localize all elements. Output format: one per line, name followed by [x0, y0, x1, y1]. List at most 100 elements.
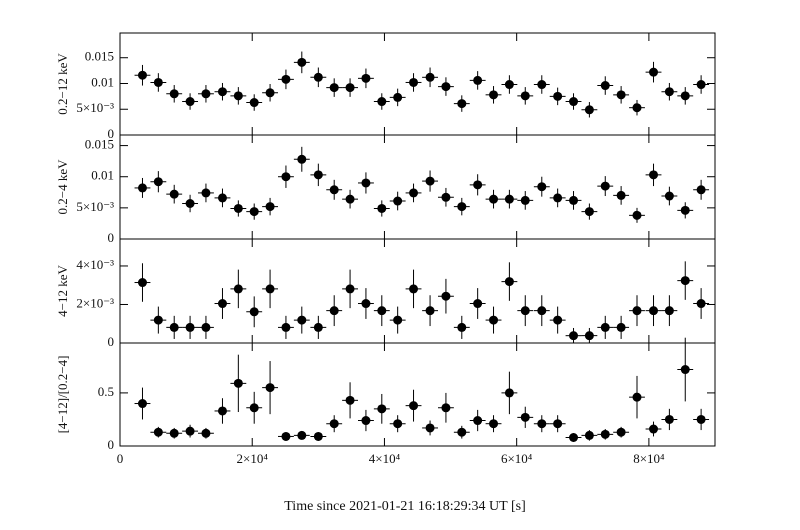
data-point: [233, 203, 243, 213]
data-point: [409, 401, 419, 411]
data-point: [504, 194, 514, 204]
y-tick-label: 0.01: [91, 74, 114, 89]
data-point: [425, 72, 435, 82]
data-point: [489, 194, 499, 204]
x-tick-label: 6×10⁴: [501, 451, 533, 466]
data-point: [537, 419, 547, 429]
data-point: [473, 75, 483, 85]
data-point: [361, 178, 371, 188]
data-point: [409, 77, 419, 87]
data-point: [169, 322, 179, 332]
data-point: [329, 306, 339, 316]
data-point: [600, 81, 610, 91]
y-tick-label: 5×10⁻³: [76, 199, 114, 214]
panel-frame: [119, 134, 716, 240]
data-point: [329, 185, 339, 195]
data-point: [457, 427, 467, 437]
data-point: [281, 74, 291, 84]
data-point: [553, 91, 563, 101]
data-point: [584, 207, 594, 217]
y-tick-label: 0: [108, 126, 115, 141]
y-tick-label: 2×10⁻³: [76, 295, 114, 310]
data-point: [185, 97, 195, 107]
y-tick-label: 0.01: [91, 168, 114, 183]
data-point: [169, 189, 179, 199]
x-tick-label: 0: [117, 451, 124, 466]
data-point: [457, 202, 467, 212]
data-point: [600, 429, 610, 439]
data-point: [377, 203, 387, 213]
data-point: [537, 80, 547, 90]
data-point: [457, 99, 467, 109]
data-point: [600, 181, 610, 191]
y-axis-label: [4−12]/[0.2−4]: [55, 356, 70, 434]
data-point: [201, 322, 211, 332]
data-point: [361, 299, 371, 309]
data-point: [217, 406, 227, 416]
data-point: [217, 87, 227, 97]
data-point: [313, 322, 323, 332]
data-point: [297, 57, 307, 67]
data-point: [201, 188, 211, 198]
data-point: [169, 428, 179, 438]
data-point: [696, 299, 706, 309]
data-point: [664, 87, 674, 97]
data-point: [185, 322, 195, 332]
data-point: [217, 299, 227, 309]
data-point: [504, 80, 514, 90]
data-point: [313, 431, 323, 441]
data-point: [377, 404, 387, 414]
data-point: [153, 315, 163, 325]
y-axis-label: 0.2−4 keV: [55, 159, 70, 215]
data-point: [185, 199, 195, 209]
data-point: [137, 278, 147, 288]
data-point: [249, 98, 259, 108]
data-point: [489, 419, 499, 429]
data-point: [297, 430, 307, 440]
data-point: [616, 427, 626, 437]
data-point: [696, 414, 706, 424]
data-point: [441, 82, 451, 92]
data-point: [473, 299, 483, 309]
data-point: [584, 105, 594, 115]
data-point: [217, 193, 227, 203]
data-point: [569, 195, 579, 205]
x-tick-label: 4×10⁴: [369, 451, 401, 466]
data-point: [329, 419, 339, 429]
data-point: [265, 284, 275, 294]
data-point: [473, 180, 483, 190]
data-point: [329, 83, 339, 93]
data-point: [201, 428, 211, 438]
data-point: [489, 90, 499, 100]
data-point: [137, 70, 147, 80]
data-point: [457, 322, 467, 332]
y-tick-label: 0: [108, 334, 115, 349]
data-point: [265, 202, 275, 212]
y-tick-label: 0.015: [85, 137, 114, 152]
data-point: [377, 97, 387, 107]
data-point: [504, 277, 514, 287]
data-point: [600, 322, 610, 332]
data-point: [233, 378, 243, 388]
data-point: [441, 403, 451, 413]
data-point: [441, 291, 451, 301]
x-tick-label: 8×10⁴: [633, 451, 665, 466]
data-point: [504, 388, 514, 398]
data-point: [393, 196, 403, 206]
data-point: [680, 91, 690, 101]
data-point: [265, 383, 275, 393]
x-axis-label: Time since 2021-01-21 16:18:29:34 UT [s]: [284, 499, 526, 514]
data-point: [664, 414, 674, 424]
data-point: [584, 331, 594, 341]
data-point: [537, 306, 547, 316]
data-point: [664, 306, 674, 316]
data-point: [569, 433, 579, 443]
data-point: [201, 89, 211, 99]
data-point: [520, 195, 530, 205]
data-point: [393, 315, 403, 325]
data-point: [616, 322, 626, 332]
data-point: [281, 322, 291, 332]
data-point: [441, 192, 451, 202]
y-tick-label: 0.015: [85, 49, 114, 64]
